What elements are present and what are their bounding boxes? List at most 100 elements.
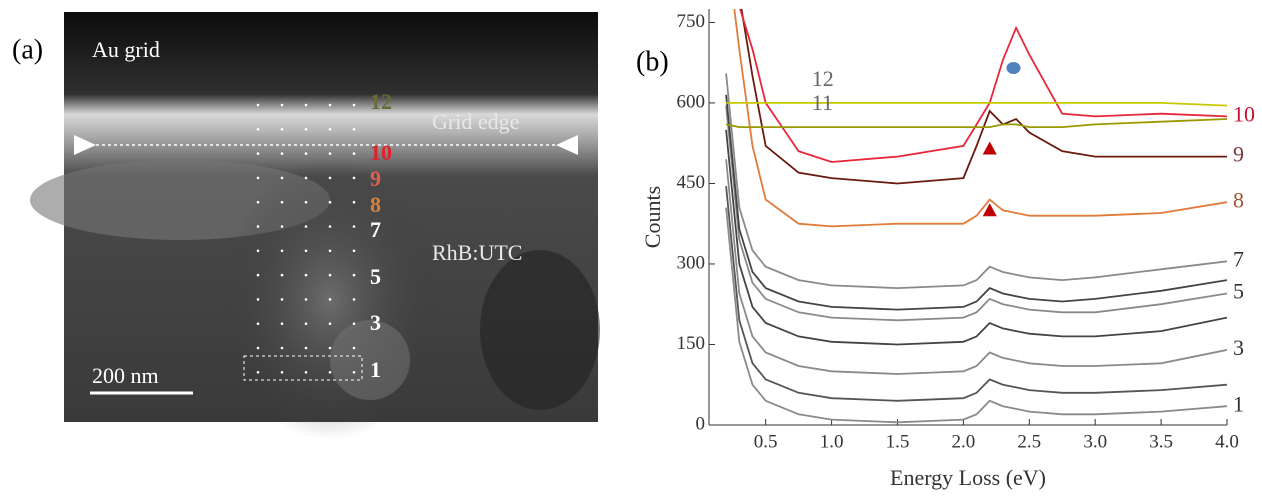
x-tick-label: 3.0 — [1083, 431, 1107, 452]
point-label: 7 — [370, 217, 381, 242]
probe-point — [304, 346, 308, 350]
probe-point — [280, 273, 284, 277]
y-tick-label: 150 — [677, 333, 706, 354]
probe-point — [328, 249, 332, 253]
probe-point — [256, 371, 260, 374]
probe-point — [256, 225, 260, 228]
panel-label: (b) — [636, 46, 669, 77]
series-label: 9 — [1233, 142, 1244, 167]
probe-point — [352, 176, 356, 180]
panel-label: (a) — [12, 34, 43, 65]
spectrum — [725, 105, 1227, 322]
spectrum — [725, 159, 1227, 375]
spectrum — [726, 102, 1227, 107]
x-tick-label: 2.5 — [1017, 431, 1041, 452]
probe-point — [328, 371, 332, 374]
probe-point — [352, 103, 356, 107]
probe-point — [256, 176, 260, 180]
marker — [1006, 62, 1021, 75]
series-label: 3 — [1233, 335, 1244, 360]
y-tick-label: 0 — [696, 413, 706, 434]
probe-point — [304, 225, 308, 228]
probe-point — [352, 128, 356, 131]
marker — [982, 141, 997, 155]
probe-point — [328, 346, 332, 350]
probe-point — [280, 152, 284, 155]
point-label: 9 — [370, 166, 381, 191]
probe-point — [352, 346, 356, 350]
point-label: 12 — [370, 89, 392, 114]
probe-point — [256, 249, 260, 253]
probe-point — [304, 103, 308, 107]
scale-bar-label: 200 nm — [92, 363, 159, 388]
probe-point — [304, 249, 308, 253]
spectrum — [725, 129, 1227, 346]
point-label: 10 — [370, 140, 392, 165]
spectrum — [740, 9, 1227, 185]
probe-point — [352, 225, 356, 228]
probe-point — [304, 176, 308, 180]
probe-point — [304, 298, 308, 301]
probe-point — [280, 176, 284, 180]
marker — [982, 203, 997, 217]
probe-point — [352, 249, 356, 253]
region-label: RhB:UTC — [432, 240, 522, 265]
x-tick-label: 3.5 — [1149, 431, 1173, 452]
probe-point — [304, 322, 308, 326]
y-axis-title: Counts — [640, 186, 665, 248]
probe-point — [256, 128, 260, 131]
probe-point — [328, 103, 332, 107]
spectrum — [733, 9, 1227, 228]
series-label: 12 — [812, 66, 834, 91]
probe-point — [256, 152, 260, 155]
micrograph — [30, 12, 600, 440]
probe-point — [352, 322, 356, 326]
region-label: Au grid — [92, 37, 160, 62]
series-label: 1 — [1233, 391, 1244, 416]
probe-point — [280, 371, 284, 374]
x-tick-label: 0.5 — [754, 431, 778, 452]
probe-point — [328, 273, 332, 277]
probe-point — [328, 176, 332, 180]
probe-point — [280, 346, 284, 350]
spectrum — [725, 118, 1227, 128]
point-label: 3 — [370, 310, 381, 335]
point-label: 5 — [370, 264, 381, 289]
x-tick-label: 4.0 — [1215, 431, 1239, 452]
series-label: 10 — [1233, 101, 1255, 126]
y-tick-label: 600 — [677, 91, 706, 112]
spectrum — [725, 186, 1227, 402]
series-group — [725, 9, 1227, 424]
probe-point — [352, 152, 356, 155]
probe-point — [352, 371, 356, 374]
probe-point — [328, 200, 332, 204]
probe-point — [328, 225, 332, 228]
x-tick-label: 1.5 — [886, 431, 910, 452]
probe-point — [256, 273, 260, 277]
spectrum — [725, 73, 1227, 290]
probe-point — [280, 128, 284, 131]
probe-point — [256, 322, 260, 326]
point-label: 1 — [370, 357, 381, 382]
probe-point — [352, 298, 356, 301]
probe-point — [328, 152, 332, 155]
probe-point — [280, 225, 284, 228]
probe-point — [256, 298, 260, 301]
x-tick-label: 1.0 — [820, 431, 844, 452]
probe-point — [328, 298, 332, 301]
probe-point — [352, 200, 356, 204]
spectrum — [725, 207, 1227, 424]
probe-point — [256, 346, 260, 350]
plot: 0 150 300 450 600 750 0.5 1.0 1.5 2.0 2.5 3.0 3.5 4.0… — [677, 9, 1255, 452]
probe-point — [328, 322, 332, 326]
y-tick-label: 750 — [677, 11, 706, 32]
probe-point — [280, 103, 284, 107]
series-label: 11 — [812, 90, 833, 115]
probe-point — [280, 298, 284, 301]
series-label: 5 — [1233, 279, 1244, 304]
series-label: 7 — [1233, 246, 1244, 271]
probe-point — [280, 200, 284, 204]
point-label: 8 — [370, 192, 381, 217]
